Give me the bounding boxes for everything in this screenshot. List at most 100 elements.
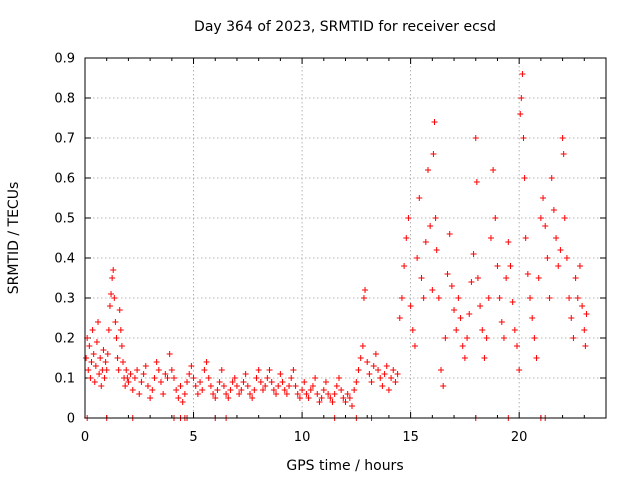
data-point <box>477 303 483 309</box>
data-point <box>361 295 367 301</box>
data-point <box>421 295 427 301</box>
data-point <box>288 375 294 381</box>
data-point <box>130 387 136 393</box>
data-point <box>525 271 531 277</box>
data-point <box>169 367 175 373</box>
data-point <box>338 387 344 393</box>
data-point <box>377 375 383 381</box>
data-point <box>323 379 329 385</box>
data-point <box>299 387 305 393</box>
data-point <box>251 387 257 393</box>
data-point <box>497 295 503 301</box>
data-point <box>112 319 118 325</box>
data-point <box>579 303 585 309</box>
data-point <box>113 335 119 341</box>
data-point <box>475 275 481 281</box>
chart: Day 364 of 2023, SRMTID for receiver ecs… <box>0 0 640 480</box>
data-point <box>479 327 485 333</box>
data-point <box>92 379 98 385</box>
data-point <box>399 295 405 301</box>
data-point <box>434 247 440 253</box>
data-point <box>221 383 227 389</box>
data-point <box>523 235 529 241</box>
data-point <box>360 343 366 349</box>
data-point <box>120 359 126 365</box>
data-point <box>191 375 197 381</box>
data-point <box>382 371 388 377</box>
data-point <box>366 371 372 377</box>
data-point <box>499 319 505 325</box>
data-point <box>100 347 106 353</box>
data-point <box>460 343 466 349</box>
data-point <box>280 379 286 385</box>
data-point <box>167 351 173 357</box>
data-point <box>570 335 576 341</box>
data-point <box>353 379 359 385</box>
x-tick-label: 15 <box>402 430 419 445</box>
data-point <box>557 247 563 253</box>
data-point <box>204 359 210 365</box>
data-point <box>369 379 375 385</box>
data-point <box>466 311 472 317</box>
data-point <box>484 335 490 341</box>
data-point <box>561 151 567 157</box>
data-point <box>178 383 184 389</box>
data-point <box>445 271 451 277</box>
data-point <box>375 367 381 373</box>
data-point <box>501 335 507 341</box>
data-point <box>253 375 259 381</box>
data-point <box>173 387 179 393</box>
data-point <box>314 391 320 397</box>
axis-ticks: 0 0.1 0.2 0.3 0.4 0.5 0.6 0.7 0.8 0.9 0 5 10 15 20 <box>54 52 606 446</box>
data-point <box>102 375 108 381</box>
data-point <box>527 295 533 301</box>
data-point <box>583 311 589 317</box>
data-point <box>364 359 370 365</box>
data-point <box>351 387 357 393</box>
data-point <box>490 167 496 173</box>
data-point <box>516 367 522 373</box>
data-point <box>116 367 122 373</box>
data-point <box>488 235 494 241</box>
data-point <box>91 351 97 357</box>
data-point <box>408 303 414 309</box>
data-points <box>83 71 589 421</box>
y-tick-label: 0.8 <box>54 92 75 107</box>
data-point <box>193 383 199 389</box>
data-point <box>141 371 147 377</box>
data-point <box>486 295 492 301</box>
y-tick-label: 0.4 <box>54 252 75 267</box>
x-axis-label: GPS time / hours <box>286 458 403 474</box>
data-point <box>195 391 201 397</box>
data-point <box>124 375 130 381</box>
y-tick-label: 0.3 <box>54 292 75 307</box>
data-point <box>505 239 511 245</box>
data-point <box>388 375 394 381</box>
data-point <box>128 371 134 377</box>
data-point <box>542 223 548 229</box>
data-point <box>568 315 574 321</box>
data-point <box>132 375 138 381</box>
data-point <box>540 195 546 201</box>
data-point <box>145 383 151 389</box>
data-point <box>106 327 112 333</box>
data-point <box>154 359 160 365</box>
data-point <box>386 387 392 393</box>
data-point <box>199 387 205 393</box>
data-point <box>117 307 123 313</box>
data-point <box>96 371 102 377</box>
data-point <box>436 295 442 301</box>
data-point <box>549 175 555 181</box>
data-point <box>473 135 479 141</box>
data-point <box>562 215 568 221</box>
data-point <box>111 295 117 301</box>
data-point <box>395 371 401 377</box>
data-point <box>188 363 194 369</box>
data-point <box>264 375 270 381</box>
data-point <box>371 363 377 369</box>
data-point <box>555 263 561 269</box>
data-point <box>217 379 223 385</box>
data-point <box>143 363 149 369</box>
y-tick-label: 0.5 <box>54 212 75 227</box>
data-point <box>471 251 477 257</box>
